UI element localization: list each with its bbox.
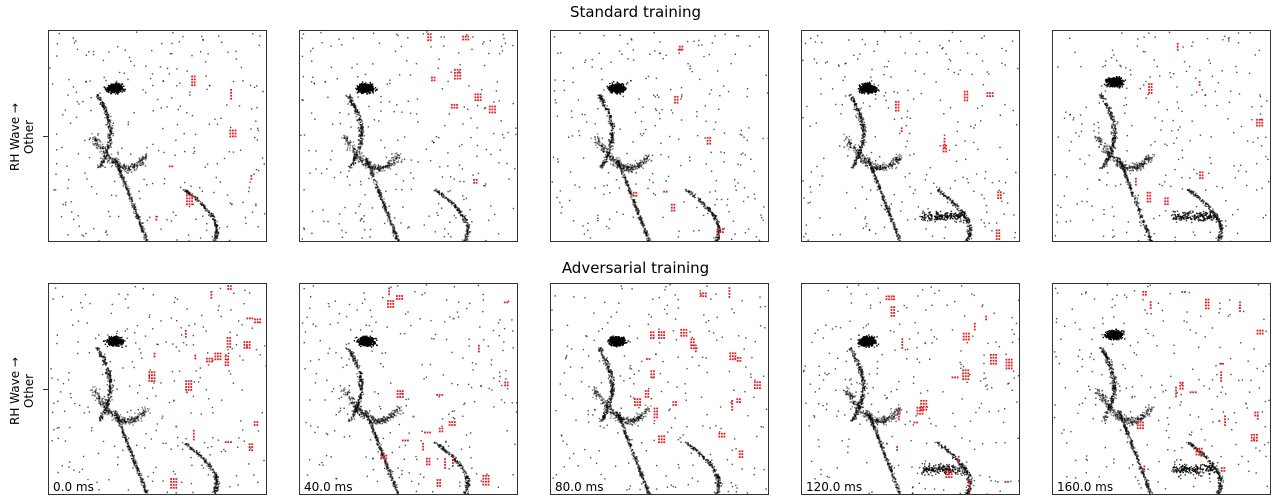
event-frame bbox=[551, 284, 768, 494]
event-frame bbox=[1054, 31, 1270, 241]
event-frame bbox=[50, 285, 266, 494]
panel-adversarial-t0: 0.0 ms bbox=[48, 283, 267, 495]
time-label: 160.0 ms bbox=[1055, 480, 1116, 494]
panel-standard-t1 bbox=[299, 30, 518, 242]
event-frame bbox=[301, 284, 517, 494]
panel-adversarial-t3: 120.0 ms bbox=[801, 283, 1020, 495]
time-label: 0.0 ms bbox=[51, 480, 96, 494]
event-frame bbox=[1053, 284, 1270, 494]
time-label: 40.0 ms bbox=[302, 480, 355, 494]
row-label-line1: RH Wave → bbox=[8, 357, 22, 425]
row-label-line1: RH Wave → bbox=[8, 103, 22, 171]
event-frame bbox=[802, 31, 1019, 241]
row-label-line2: Other bbox=[22, 119, 36, 155]
panel-standard-t4 bbox=[1052, 30, 1271, 242]
event-frame bbox=[49, 31, 266, 241]
event-frame bbox=[551, 32, 768, 241]
panel-adversarial-t2: 80.0 ms bbox=[550, 283, 769, 495]
event-frame bbox=[300, 31, 517, 241]
time-label: 80.0 ms bbox=[553, 480, 606, 494]
time-label: 120.0 ms bbox=[804, 480, 865, 494]
ytick-adversarial bbox=[43, 389, 48, 390]
row-title-adversarial: Adversarial training bbox=[561, 259, 710, 277]
row-label-line2: Other bbox=[22, 373, 36, 409]
panel-adversarial-t1: 40.0 ms bbox=[299, 283, 518, 495]
panel-adversarial-t4: 160.0 ms bbox=[1052, 283, 1271, 495]
panel-standard-t3 bbox=[801, 30, 1020, 242]
panel-standard-t2 bbox=[550, 30, 769, 242]
ytick-standard bbox=[43, 136, 48, 137]
panel-standard-t0 bbox=[48, 30, 267, 242]
row-label-adversarial: RH Wave → Other bbox=[8, 331, 36, 451]
row-title-standard: Standard training bbox=[569, 3, 702, 21]
event-frame bbox=[803, 284, 1019, 494]
row-label-standard: RH Wave → Other bbox=[8, 77, 36, 197]
